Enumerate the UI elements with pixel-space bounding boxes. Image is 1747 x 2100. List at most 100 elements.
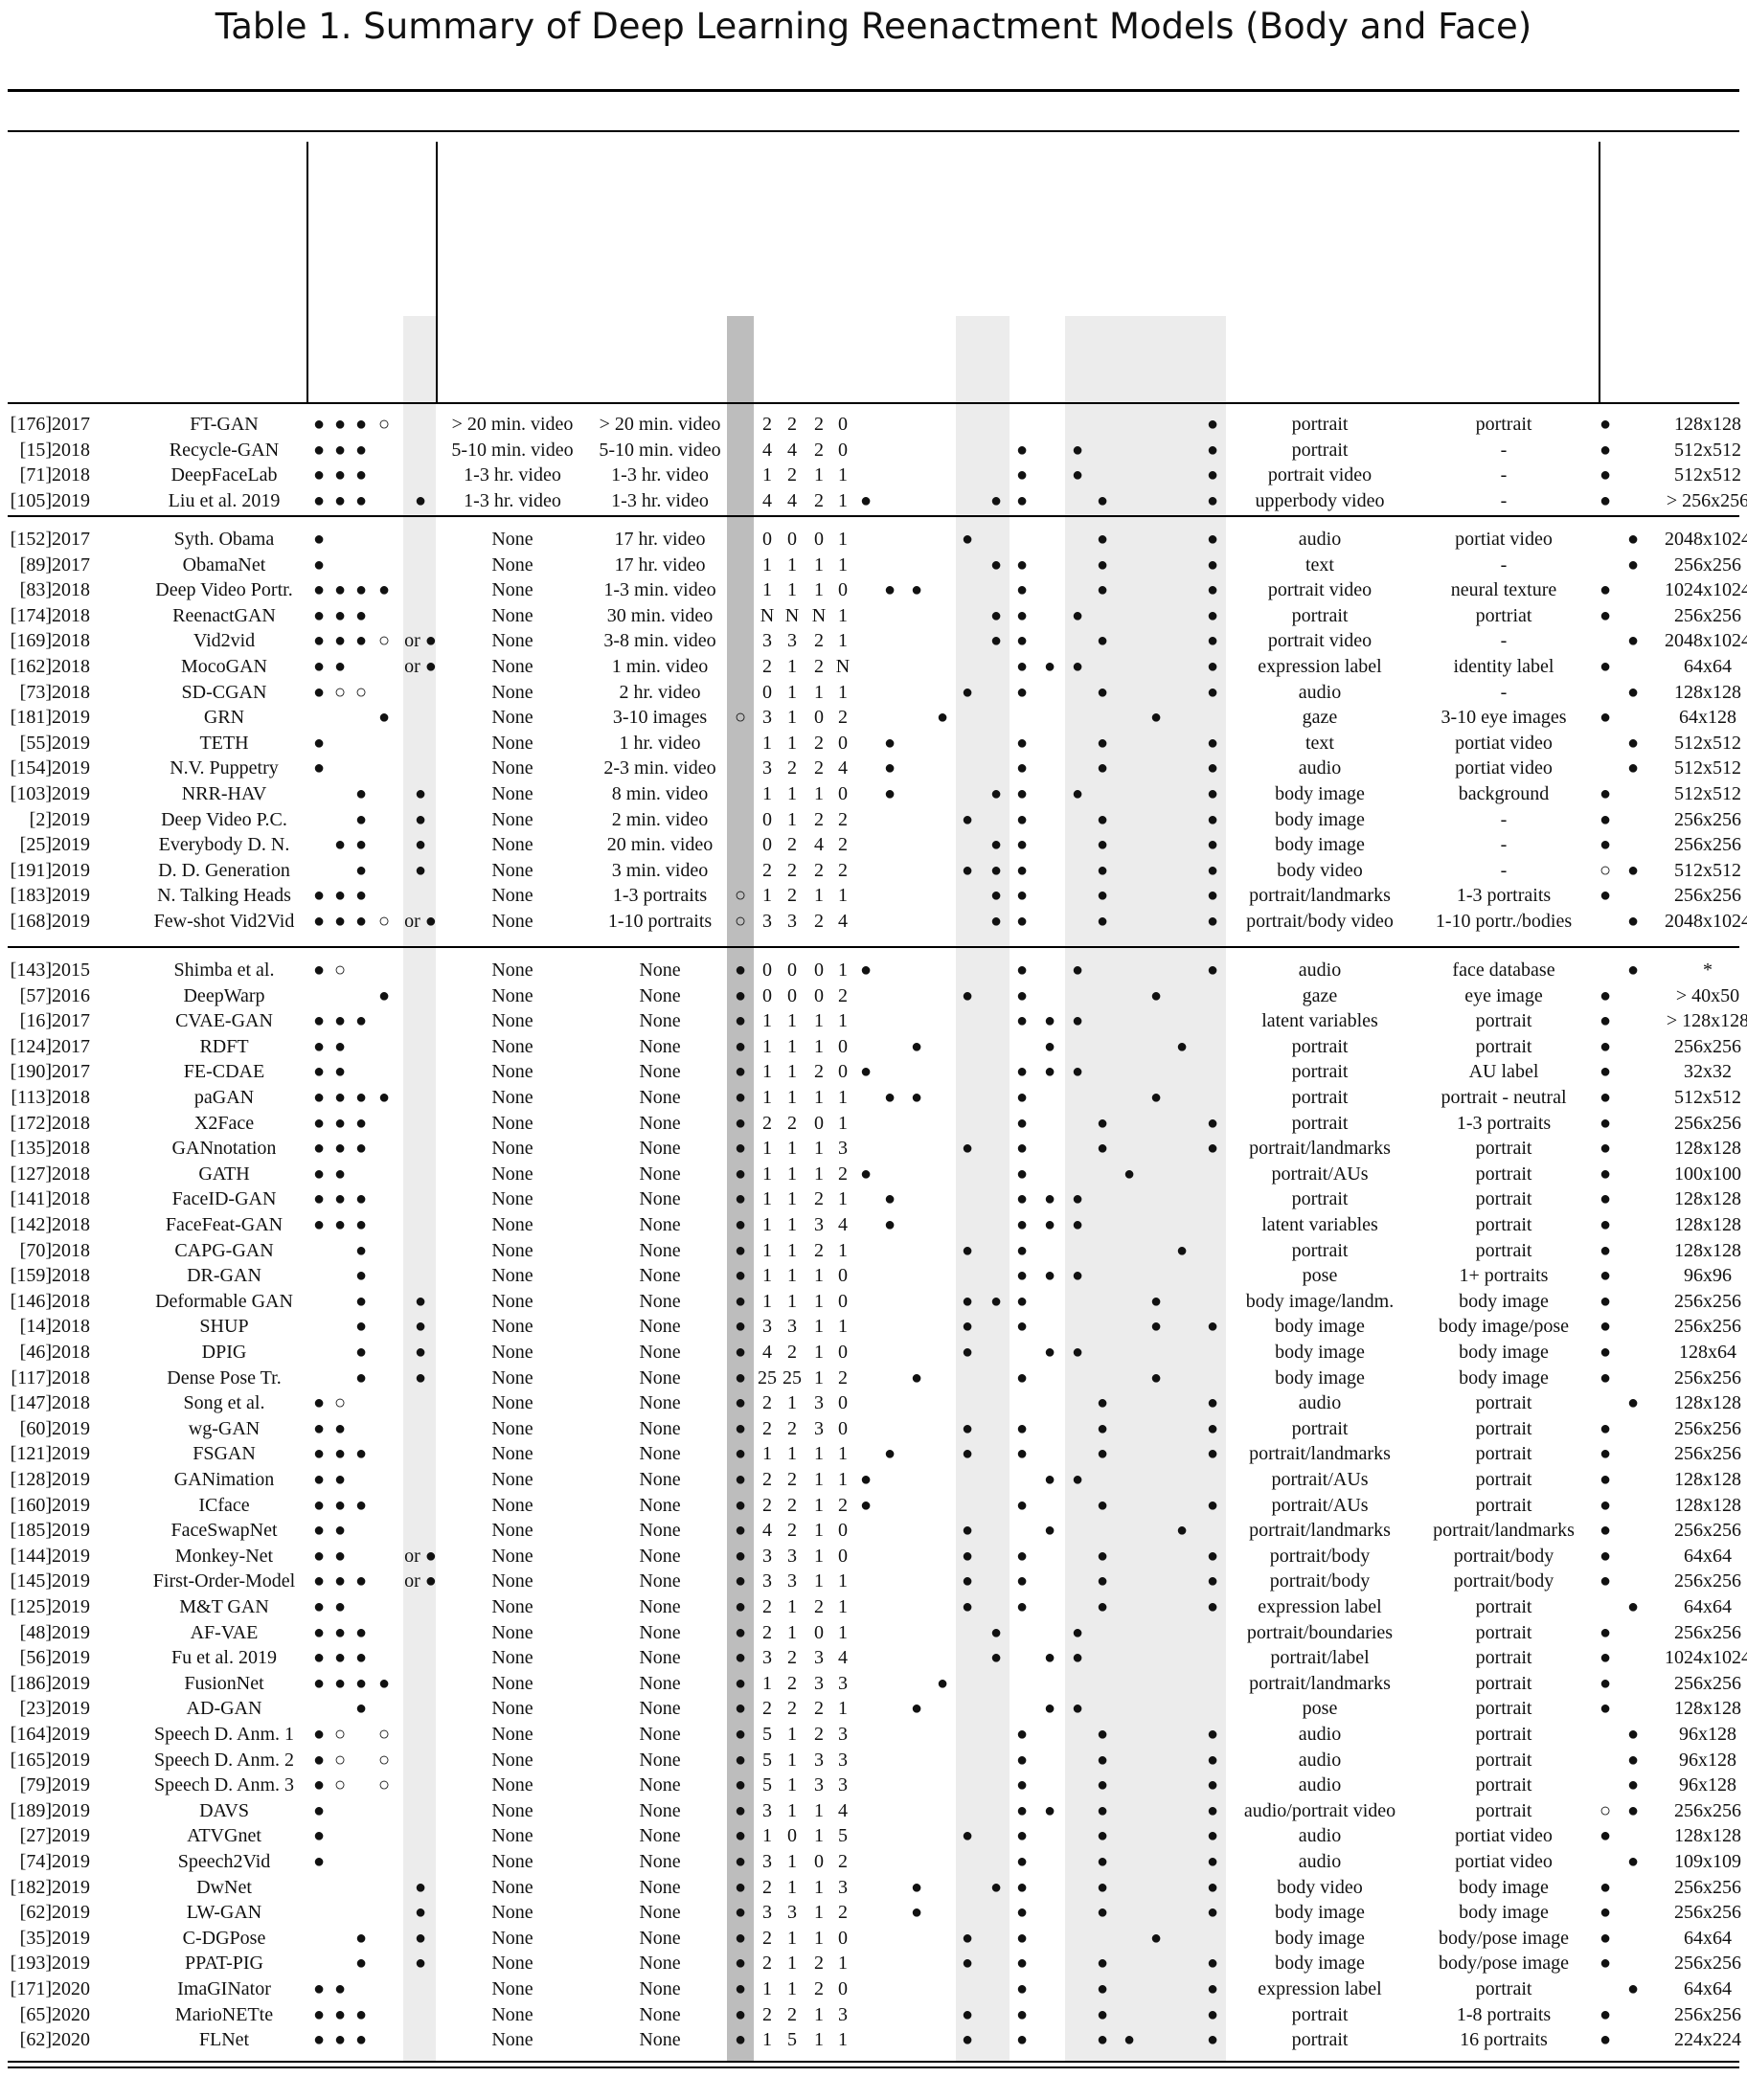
- table-cell: audio: [1298, 681, 1342, 703]
- table-cell: ●: [312, 1061, 326, 1083]
- table-cell: ●: [1599, 707, 1612, 729]
- table-cell: ●: [734, 1851, 747, 1872]
- table-cell: None: [491, 1443, 533, 1465]
- table-cell: 1: [814, 1799, 824, 1821]
- table-row: [14] 2018 SHUP ● ● None None ● 3 3 1 1 ● ● ● ● body imag…: [8, 1314, 1741, 1340]
- table-cell: ●: [1043, 656, 1056, 677]
- table-cell: 1: [762, 1214, 772, 1235]
- table-cell: -: [1500, 553, 1508, 576]
- table-cell: 2019: [52, 1953, 90, 1975]
- table-row: [186] 2019 FusionNet ● ● ● ● None None ● 1 2 3 3 ● port…: [8, 1671, 1741, 1697]
- table-cell: ●: [1096, 732, 1109, 754]
- table-cell: ●: [1015, 1239, 1029, 1261]
- table-cell: 2016: [52, 984, 90, 1006]
- table-cell: ●: [910, 1902, 923, 1924]
- table-cell: 4: [838, 1214, 848, 1235]
- table-row: [35] 2019 C-DGPose ● ● None None ● 2 1 1 0 ● ● ● body i…: [8, 1926, 1739, 1952]
- table-cell: ●: [1015, 1825, 1029, 1847]
- table-cell: [71]: [19, 464, 52, 486]
- table-cell: portrait: [1475, 1010, 1532, 1032]
- table-cell: body image: [1275, 1902, 1365, 1924]
- table-cell: ●: [1096, 885, 1109, 907]
- table-cell: ●: [1599, 1112, 1612, 1134]
- table-cell: ●: [1206, 885, 1219, 907]
- table-cell: ●: [1015, 1214, 1029, 1235]
- table-cell: ●: [1043, 1647, 1056, 1669]
- table-cell: GRN: [203, 707, 245, 729]
- table-cell: 1: [814, 1469, 824, 1490]
- table-cell: 2: [762, 1494, 772, 1516]
- table-cell: ●: [1626, 757, 1640, 779]
- table-cell: 1: [814, 2003, 824, 2025]
- table-cell: ●: [989, 885, 1003, 907]
- table-cell: ●: [1599, 1443, 1612, 1465]
- table-cell: 2: [762, 859, 772, 881]
- table-row: [174] 2018 ReenactGAN ● ● ● None 30 min. video N…: [8, 603, 1741, 629]
- table-cell: 64x64: [1684, 1978, 1732, 1999]
- table-cell: 512x512: [1674, 757, 1741, 779]
- table-cell: ●: [1096, 1545, 1109, 1567]
- table-cell: 2: [838, 1366, 848, 1389]
- table-cell: 2017: [52, 1010, 90, 1032]
- table-cell: ●: [1015, 1366, 1029, 1389]
- table-cell: neural texture: [1450, 579, 1557, 601]
- table-cell: 1-3 portraits: [612, 885, 708, 907]
- table-cell: ●: [354, 1265, 368, 1287]
- table-cell: 0: [814, 984, 824, 1006]
- table-cell: 2019: [52, 1469, 90, 1490]
- table-cell: 2: [814, 859, 824, 881]
- table-cell: 1: [762, 732, 772, 754]
- table-cell: ●: [1015, 656, 1029, 677]
- table-cell: 2020: [52, 1978, 90, 1999]
- table-cell: [144]: [10, 1545, 52, 1567]
- table-cell: ●: [883, 1443, 896, 1465]
- table-cell: ●: [1599, 1316, 1612, 1338]
- table-cell: 0: [838, 1520, 848, 1542]
- table-cell: 1: [787, 707, 797, 729]
- table-cell: ●: [1015, 1545, 1029, 1567]
- table-cell: 1: [838, 1087, 848, 1108]
- table-cell: portrait/landmarks: [1249, 1138, 1391, 1160]
- table-cell: SD-CGAN: [181, 681, 267, 703]
- table-cell: None: [639, 1035, 681, 1057]
- table-cell: FaceID-GAN: [171, 1188, 277, 1210]
- table-cell: 128x64: [1679, 1342, 1736, 1363]
- table-cell: [105]: [10, 489, 52, 511]
- table-cell: or ●: [404, 656, 437, 677]
- table-cell: 2: [762, 1596, 772, 1617]
- table-cell: ●: [1015, 960, 1029, 981]
- table-cell: None: [639, 1443, 681, 1465]
- table-cell: ●: [333, 1978, 347, 1999]
- table-row: [144] 2019 Monkey-Net ● ● or ● None None ● 3 3 1 0 ● ●…: [8, 1544, 1739, 1569]
- table-cell: ●: [414, 489, 427, 511]
- table-cell: 5: [762, 1749, 772, 1771]
- table-cell: portrait: [1475, 1138, 1532, 1160]
- table-cell: 3: [838, 1876, 848, 1898]
- table-cell: 2: [814, 414, 824, 435]
- table-cell: expression label: [1258, 656, 1382, 677]
- table-cell: 1: [762, 1010, 772, 1032]
- table-cell: ○: [333, 1749, 347, 1771]
- table-cell: ●: [1599, 1417, 1612, 1439]
- table-cell: [186]: [10, 1672, 52, 1694]
- table-cell: [62]: [19, 2029, 52, 2051]
- table-cell: 2018: [52, 604, 90, 626]
- table-cell: ●: [354, 2029, 368, 2051]
- table-cell: 2019: [52, 885, 90, 907]
- table-cell: ●: [333, 630, 347, 652]
- table-cell: 2 min. video: [611, 808, 709, 830]
- table-cell: ●: [1096, 1799, 1109, 1821]
- table-cell: gaze: [1302, 707, 1338, 729]
- table-cell: ●: [354, 1570, 368, 1592]
- table-cell: ●: [312, 885, 326, 907]
- table-cell: ●: [734, 1749, 747, 1771]
- table-cell: ●: [961, 808, 974, 830]
- table-cell: 1: [814, 1520, 824, 1542]
- table-cell: 96x96: [1684, 1265, 1732, 1287]
- table-cell: ●: [1149, 707, 1163, 729]
- table-cell: 2018: [52, 1290, 90, 1312]
- table-cell: ●: [734, 1035, 747, 1057]
- table-cell: 4: [762, 489, 772, 511]
- table-cell: 2: [762, 1469, 772, 1490]
- table-cell: 2: [814, 1698, 824, 1720]
